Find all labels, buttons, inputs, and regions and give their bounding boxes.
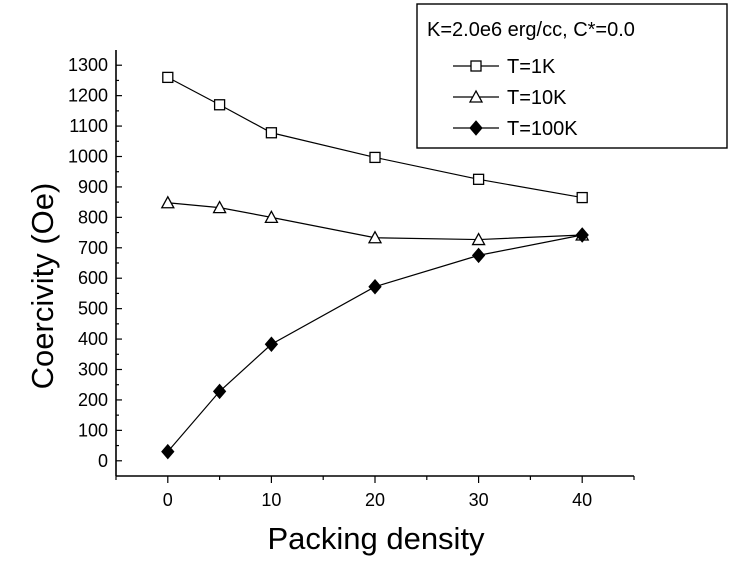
y-tick-label: 900 bbox=[78, 177, 108, 197]
legend-marker bbox=[470, 60, 482, 72]
series-t-1k bbox=[162, 71, 588, 204]
data-point bbox=[160, 195, 175, 209]
data-point bbox=[575, 227, 589, 243]
y-tick-label: 1200 bbox=[68, 86, 108, 106]
y-tick-label: 200 bbox=[78, 390, 108, 410]
series-line bbox=[167, 76, 583, 199]
data-point bbox=[471, 232, 486, 246]
series-t-10k bbox=[160, 195, 590, 246]
legend-entry: T=10K bbox=[453, 87, 567, 109]
x-tick-label: 20 bbox=[365, 490, 385, 510]
data-point bbox=[471, 247, 486, 264]
y-tick-label: 400 bbox=[78, 329, 108, 349]
data-point bbox=[367, 230, 383, 244]
legend-label: T=10K bbox=[507, 87, 567, 109]
y-tick-label: 1100 bbox=[69, 116, 108, 136]
y-tick-label: 1300 bbox=[68, 55, 108, 75]
legend-label: T=100K bbox=[507, 118, 578, 140]
y-tick-label: 300 bbox=[78, 360, 108, 380]
data-point bbox=[162, 71, 174, 84]
x-tick-label: 40 bbox=[572, 490, 592, 510]
legend-marker bbox=[468, 89, 484, 103]
y-tick-label: 600 bbox=[78, 268, 108, 288]
x-axis-label: Packing density bbox=[267, 521, 485, 556]
x-tick-label: 0 bbox=[163, 490, 173, 510]
data-point bbox=[264, 336, 279, 353]
data-point bbox=[212, 200, 227, 214]
axes: 0100200300400500600700800900100011001200… bbox=[68, 50, 635, 510]
series-t-100k bbox=[161, 227, 589, 460]
data-point bbox=[213, 99, 226, 111]
data-point bbox=[264, 209, 279, 224]
legend: K=2.0e6 erg/cc, C*=0.0 T=1K T=10K T=100K bbox=[416, 3, 728, 149]
y-tick-label: 0 bbox=[98, 451, 108, 471]
legend-box bbox=[416, 3, 728, 149]
y-axis-label: Coercivity (Oe) bbox=[25, 183, 60, 390]
y-tick-label: 500 bbox=[78, 299, 108, 319]
series-layer bbox=[160, 71, 590, 460]
data-point bbox=[472, 173, 485, 185]
legend-title: K=2.0e6 erg/cc, C*=0.0 bbox=[427, 19, 635, 41]
data-point bbox=[265, 127, 278, 139]
y-tick-label: 800 bbox=[78, 207, 108, 227]
y-tick-label: 700 bbox=[78, 238, 108, 258]
legend-entry: T=100K bbox=[453, 118, 578, 140]
legend-marker bbox=[469, 120, 483, 136]
data-point bbox=[576, 191, 588, 204]
data-point bbox=[368, 278, 382, 295]
data-point bbox=[212, 383, 227, 400]
y-tick-label: 1000 bbox=[68, 147, 108, 167]
data-point bbox=[161, 443, 175, 460]
series-line bbox=[167, 202, 583, 241]
legend-label: T=1K bbox=[507, 56, 556, 78]
x-tick-label: 30 bbox=[469, 490, 489, 510]
y-tick-label: 100 bbox=[78, 420, 108, 440]
legend-entry: T=1K bbox=[453, 56, 556, 78]
series-line bbox=[167, 234, 583, 453]
x-tick-label: 10 bbox=[261, 490, 281, 510]
data-point bbox=[369, 151, 381, 164]
